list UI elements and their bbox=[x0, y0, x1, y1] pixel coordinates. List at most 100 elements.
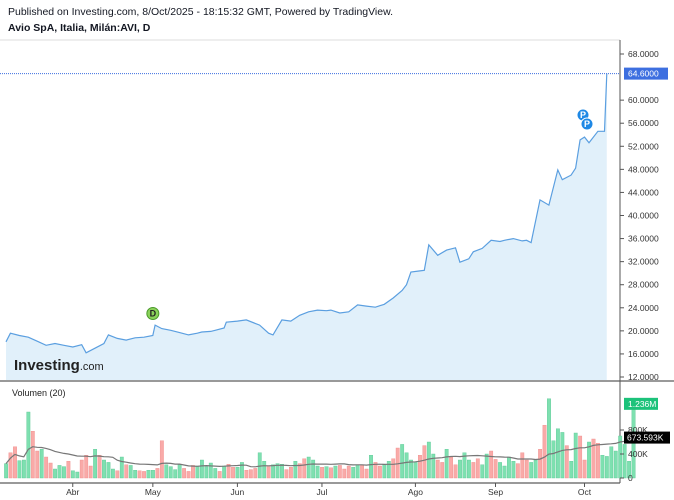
volume-bar bbox=[471, 462, 476, 479]
last-price-label: 64.6000 bbox=[628, 69, 659, 79]
volume-bar bbox=[360, 465, 364, 479]
volume-bar bbox=[346, 465, 351, 479]
volume-bar bbox=[97, 455, 102, 479]
volume-bar bbox=[22, 459, 26, 479]
volume-bar bbox=[17, 460, 22, 479]
volume-bar bbox=[529, 462, 534, 479]
price-tick-label: 28.0000 bbox=[628, 280, 659, 290]
volume-bar bbox=[128, 465, 133, 479]
price-tick-label: 60.0000 bbox=[628, 95, 659, 105]
volume-bar bbox=[560, 432, 565, 479]
last-volume-badge bbox=[624, 397, 658, 410]
volume-bar bbox=[507, 456, 511, 479]
last-price-badge bbox=[624, 67, 668, 80]
volume-bar bbox=[62, 466, 66, 479]
volume-bar bbox=[369, 455, 373, 479]
volume-bar bbox=[177, 464, 182, 479]
volume-bar bbox=[155, 468, 160, 479]
volume-bar bbox=[609, 446, 614, 479]
volume-bar bbox=[26, 411, 31, 479]
volume-bar bbox=[538, 449, 543, 479]
volume-bar bbox=[524, 459, 529, 479]
price-line bbox=[5, 73, 608, 354]
volume-bar bbox=[289, 467, 293, 479]
volume-bar bbox=[66, 461, 71, 479]
volume-bar bbox=[293, 461, 298, 479]
volume-bar bbox=[498, 462, 502, 479]
price-tick-label: 16.0000 bbox=[628, 349, 659, 359]
volume-bar bbox=[364, 468, 369, 479]
volume-bar bbox=[547, 398, 551, 479]
volume-bar bbox=[467, 459, 471, 479]
volume-bar bbox=[449, 456, 453, 479]
volume-bar bbox=[271, 464, 275, 479]
investing-logo: Investing.com bbox=[14, 357, 104, 374]
volume-ma-badge bbox=[624, 431, 670, 444]
last-volume-label: 1.236M bbox=[628, 399, 656, 409]
volume-bar bbox=[44, 456, 49, 479]
volume-bar bbox=[556, 428, 560, 479]
volume-bar bbox=[324, 466, 329, 479]
volume-bar bbox=[248, 469, 253, 479]
volume-bar bbox=[435, 459, 440, 479]
price-tick-label: 40.0000 bbox=[628, 211, 659, 221]
volume-bar bbox=[444, 449, 449, 479]
price-area-fill bbox=[6, 73, 607, 380]
volume-bar bbox=[582, 459, 587, 479]
volume-bar bbox=[320, 467, 324, 479]
price-tick-label: 52.0000 bbox=[628, 141, 659, 151]
volume-tick-label: 400K bbox=[628, 449, 648, 459]
price-tick-label: 20.0000 bbox=[628, 326, 659, 336]
volume-bar bbox=[133, 470, 138, 479]
price-tick-label: 36.0000 bbox=[628, 234, 659, 244]
volume-bar bbox=[280, 464, 284, 479]
volume-bar bbox=[337, 465, 342, 479]
volume-bar bbox=[404, 452, 409, 479]
volume-bar bbox=[493, 459, 498, 479]
volume-bar bbox=[182, 468, 186, 479]
volume-bar bbox=[533, 459, 538, 479]
volume-bar bbox=[231, 467, 235, 479]
volume-bar bbox=[431, 453, 436, 479]
event-marker-p bbox=[580, 117, 594, 131]
volume-bar bbox=[48, 462, 53, 479]
volume-bar bbox=[213, 468, 218, 479]
time-tick-label: Oct bbox=[578, 487, 592, 497]
volume-bar bbox=[520, 452, 525, 479]
volume-bar bbox=[480, 464, 485, 479]
volume-bar bbox=[222, 465, 227, 479]
volume-tick-label: 0 bbox=[628, 473, 633, 483]
volume-bar bbox=[30, 431, 35, 479]
event-marker-label: P bbox=[580, 110, 586, 120]
volume-bar bbox=[333, 465, 338, 479]
volume-bar bbox=[302, 458, 307, 479]
event-marker-label: P bbox=[584, 119, 590, 129]
investing-logo-suffix: .com bbox=[80, 361, 104, 373]
volume-bar bbox=[515, 463, 520, 479]
price-tick-label: 24.0000 bbox=[628, 303, 659, 313]
time-tick-label: Sep bbox=[488, 487, 503, 497]
volume-bar bbox=[4, 463, 9, 479]
volume-bar bbox=[391, 458, 396, 479]
volume-bar bbox=[458, 459, 462, 479]
volume-bar bbox=[244, 470, 249, 479]
price-tick-label: 68.0000 bbox=[628, 49, 659, 59]
volume-bar bbox=[102, 459, 106, 479]
volume-bar bbox=[622, 444, 627, 479]
volume-bar bbox=[35, 450, 40, 479]
volume-bar bbox=[422, 445, 427, 479]
volume-bar bbox=[489, 450, 494, 479]
time-tick-label: Abr bbox=[66, 487, 79, 497]
volume-bar bbox=[284, 469, 289, 479]
volume-tick-label: 800K bbox=[628, 425, 648, 435]
time-tick-label: Ago bbox=[408, 487, 423, 497]
volume-bar bbox=[551, 440, 556, 479]
event-marker-label: D bbox=[150, 308, 157, 318]
volume-bar bbox=[146, 470, 151, 479]
volume-bar bbox=[373, 462, 378, 479]
volume-bar bbox=[115, 470, 120, 479]
volume-bar bbox=[342, 468, 347, 479]
volume-bar bbox=[266, 466, 271, 479]
price-tick-label: 12.0000 bbox=[628, 372, 659, 382]
